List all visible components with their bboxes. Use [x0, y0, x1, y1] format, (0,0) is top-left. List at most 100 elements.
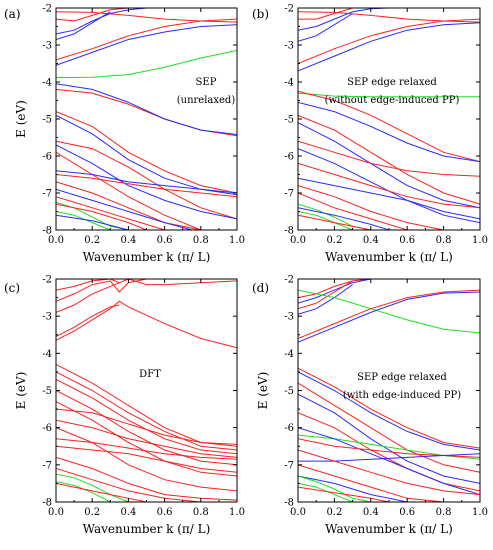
band-line-red: [56, 111, 237, 194]
band-line-red: [56, 140, 237, 220]
panel-label: (c): [4, 281, 20, 295]
x-tick-label: 0.4: [363, 507, 379, 518]
band-line-blue: [298, 101, 480, 163]
band-line-red: [298, 289, 480, 339]
x-tick-label: 0.6: [157, 235, 173, 246]
band-line-blue: [298, 427, 480, 496]
y-tick-label: -5: [284, 386, 294, 397]
band-line-red: [56, 174, 237, 198]
y-tick-label: -4: [42, 349, 52, 360]
x-tick-label: 0.8: [193, 235, 209, 246]
band-line-red: [56, 151, 201, 230]
band-line-red: [56, 18, 237, 61]
band-line-red: [298, 185, 444, 230]
panel-label: (a): [4, 7, 21, 21]
y-tick-label: -4: [284, 78, 294, 89]
band-line-blue: [56, 188, 192, 230]
y-tick-label: -7: [284, 460, 294, 471]
x-tick-label: 0.8: [436, 235, 452, 246]
band-line-green: [298, 289, 480, 334]
band-line-blue: [56, 11, 111, 40]
x-tick-label: 0.6: [399, 507, 415, 518]
x-tick-label: 1.0: [229, 507, 245, 518]
band-line-red: [298, 90, 480, 163]
band-line-red: [56, 371, 237, 451]
x-tick-label: 0.4: [120, 507, 136, 518]
band-line-blue: [56, 214, 129, 230]
y-tick-label: -3: [42, 312, 52, 323]
x-tick-label: 1.0: [472, 507, 488, 518]
band-line-blue: [298, 453, 480, 462]
band-line-red: [56, 401, 237, 477]
band-line-red: [56, 300, 237, 349]
band-line-blue: [298, 22, 480, 72]
band-line-blue: [298, 8, 390, 31]
band-line-blue: [298, 207, 390, 230]
y-tick-label: -4: [42, 78, 52, 89]
band-line-green: [298, 475, 371, 502]
band-line-red: [56, 196, 165, 230]
y-tick-label: -6: [284, 152, 294, 163]
band-line-red: [56, 203, 147, 230]
band-line-blue: [298, 148, 480, 224]
band-line-red: [56, 390, 237, 466]
band-line-red: [56, 445, 237, 473]
y-tick-label: -7: [284, 189, 294, 200]
band-line-blue: [56, 83, 237, 135]
y-tick-label: -5: [284, 115, 294, 126]
annotation-text: SEP: [196, 77, 217, 88]
y-tick-label: -5: [42, 115, 52, 126]
y-tick-label: -5: [42, 386, 52, 397]
band-line-green: [56, 473, 129, 502]
band-line-red: [298, 279, 371, 299]
annotation-text: SEP edge relaxed: [347, 77, 437, 88]
y-tick-label: -3: [42, 41, 52, 52]
x-tick-label: 0.0: [48, 507, 64, 518]
panel-label: (b): [252, 7, 269, 21]
y-tick-label: -2: [284, 275, 294, 286]
x-tick-label: 0.2: [84, 507, 100, 518]
band-line-red: [298, 438, 480, 458]
band-line-blue: [298, 13, 353, 42]
x-tick-label: 0.4: [363, 235, 379, 246]
band-line-red: [298, 8, 353, 20]
y-tick-label: -8: [42, 226, 52, 237]
band-line-red: [56, 456, 237, 501]
band-line-red: [56, 279, 237, 291]
band-line-blue: [298, 284, 353, 315]
band-line-red: [298, 280, 353, 310]
band-line-blue: [298, 475, 408, 502]
y-tick-label: -4: [284, 349, 294, 360]
band-line-red: [56, 438, 237, 460]
band-line-red: [298, 140, 480, 177]
y-tick-label: -2: [284, 4, 294, 15]
x-axis-label: Wavenumber k (π/ L): [83, 250, 211, 264]
x-tick-label: 0.0: [290, 235, 306, 246]
band-line-blue: [298, 177, 480, 220]
y-tick-label: -2: [42, 275, 52, 286]
band-line-red: [298, 162, 480, 209]
band-line-red: [56, 304, 120, 338]
x-axis-label: Wavenumber k (π/ L): [325, 250, 453, 264]
band-line-red: [56, 282, 120, 313]
plot-frame: [55, 7, 238, 231]
band-line-red: [298, 412, 480, 492]
band-line-blue: [298, 393, 480, 484]
x-axis-label: Wavenumber k (π/ L): [325, 522, 453, 536]
y-tick-label: -6: [284, 423, 294, 434]
band-line-red: [298, 486, 390, 502]
band-line-green: [56, 201, 129, 230]
band-line-blue: [298, 122, 480, 209]
band-line-green: [56, 50, 237, 79]
y-tick-label: -6: [42, 423, 52, 434]
band-line-green: [298, 211, 353, 230]
y-tick-label: -6: [42, 152, 52, 163]
band-line-blue: [298, 291, 480, 343]
y-tick-label: -7: [42, 460, 52, 471]
y-axis-label: E (eV): [14, 100, 28, 138]
band-line-red: [298, 464, 444, 502]
band-line-red: [56, 8, 129, 22]
x-tick-label: 0.8: [193, 507, 209, 518]
y-tick-label: -3: [284, 41, 294, 52]
